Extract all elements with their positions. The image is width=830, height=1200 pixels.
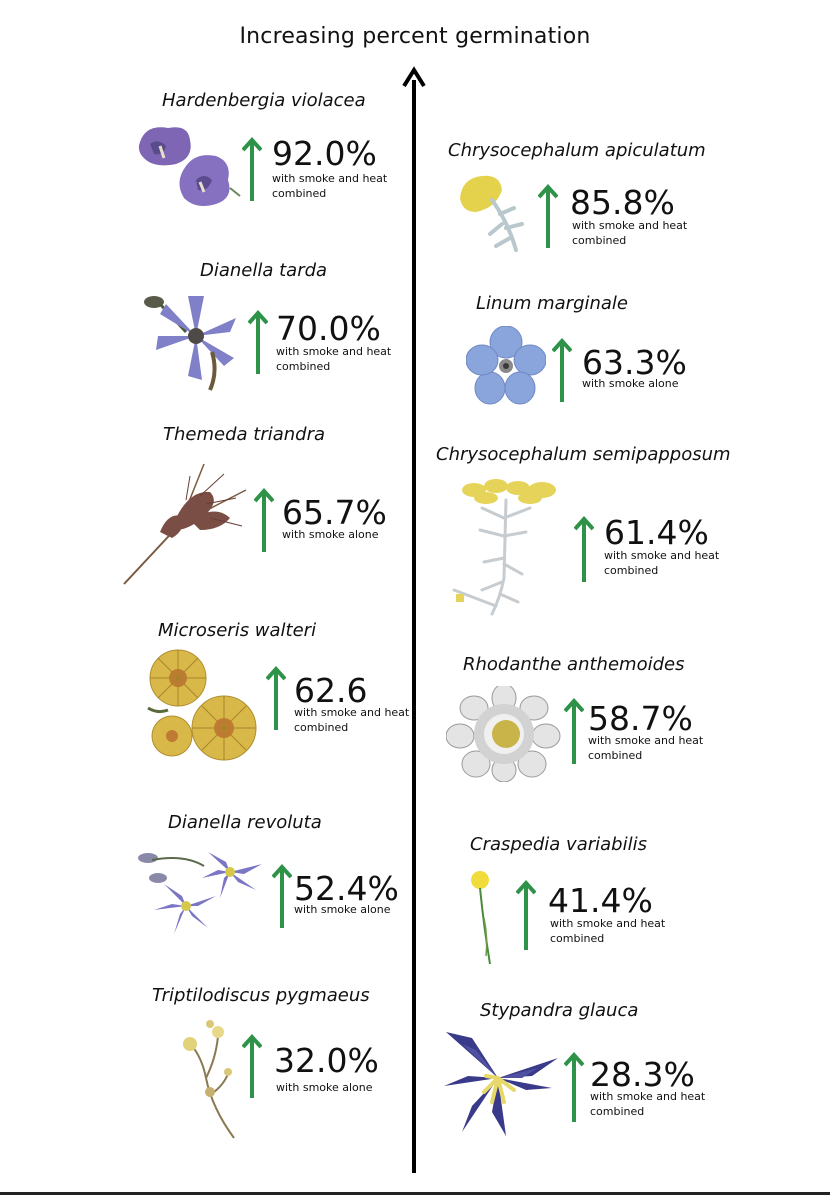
treatment-condition: with smoke and heat combined [550, 917, 666, 945]
species-name-triptilodiscus: Triptilodiscus pygmaeus [152, 985, 370, 1006]
species-name-microseris: Microseris walteri [158, 620, 317, 641]
germination-value: 32.0% [274, 1041, 379, 1080]
increase-arrow-icon [242, 137, 262, 201]
increase-arrow-icon [564, 698, 584, 764]
increase-arrow-icon [248, 310, 268, 374]
vertical-axis [412, 80, 416, 1173]
germination-value: 28.3% [590, 1055, 695, 1094]
species-name-rhodanthe: Rhodanthe anthemoides [463, 654, 685, 675]
chart-title: Increasing percent germination [239, 24, 591, 49]
yellow-daisy-icon [147, 649, 257, 761]
treatment-condition: with smoke alone [282, 528, 379, 541]
increase-arrow-icon [516, 880, 536, 950]
treatment-condition: with smoke alone [276, 1081, 373, 1094]
bottom-border [0, 1192, 830, 1195]
germination-value: 92.0% [272, 134, 377, 173]
small-yellow-flower-icon [183, 1020, 235, 1139]
species-name-stypandra: Stypandra glauca [480, 1000, 639, 1021]
treatment-condition: with smoke and heat combined [588, 734, 704, 762]
germination-value: 85.8% [570, 183, 675, 222]
yellow-cluster-flower-icon [452, 479, 556, 616]
purple-pea-flower-icon [138, 127, 241, 206]
increase-arrow-icon [242, 1034, 262, 1098]
axis-arrowhead-icon [402, 66, 426, 88]
germination-value: 61.4% [604, 513, 709, 552]
species-name-chrysocephalum-semipapposum: Chrysocephalum semipapposum [436, 444, 731, 465]
increase-arrow-icon [272, 864, 292, 928]
species-name-chrysocephalum-apiculatum: Chrysocephalum apiculatum [448, 140, 706, 161]
treatment-condition: with smoke and heat combined [294, 706, 410, 734]
yellow-button-flower-icon [460, 175, 524, 252]
treatment-condition: with smoke and heat combined [276, 345, 392, 373]
germination-value: 62.6 [294, 671, 368, 710]
blue-lily-flower-icon [444, 1032, 558, 1136]
increase-arrow-icon [564, 1052, 584, 1122]
increase-arrow-icon [574, 516, 594, 582]
species-name-linum: Linum marginale [476, 293, 629, 314]
treatment-condition: with smoke and heat combined [590, 1090, 706, 1118]
blue-flax-flower-icon [466, 326, 546, 405]
germination-value: 41.4% [548, 881, 653, 920]
species-name-dianella-tarda: Dianella tarda [200, 260, 328, 281]
germination-value: 65.7% [282, 493, 387, 532]
purple-star-flower-icon [138, 852, 262, 934]
species-name-craspedia: Craspedia variabilis [470, 834, 647, 855]
grass-seedhead-icon [123, 463, 247, 585]
treatment-condition: with smoke alone [582, 377, 679, 390]
white-paper-daisy-icon [446, 686, 561, 782]
species-name-hardenbergia: Hardenbergia violacea [162, 90, 366, 111]
treatment-condition: with smoke and heat combined [272, 172, 388, 200]
species-name-dianella-revoluta: Dianella revoluta [168, 812, 322, 833]
increase-arrow-icon [254, 488, 274, 552]
germination-value: 63.3% [582, 343, 687, 382]
species-name-themeda: Themeda triandra [163, 424, 326, 445]
increase-arrow-icon [266, 666, 286, 730]
blue-star-flower-icon [144, 296, 236, 391]
treatment-condition: with smoke and heat combined [572, 219, 688, 247]
germination-value: 70.0% [276, 309, 381, 348]
treatment-condition: with smoke alone [294, 903, 391, 916]
increase-arrow-icon [552, 338, 572, 402]
increase-arrow-icon [538, 184, 558, 248]
germination-value: 52.4% [294, 869, 399, 908]
germination-value: 58.7% [588, 699, 693, 738]
treatment-condition: with smoke and heat combined [604, 549, 720, 577]
yellow-billy-button-icon [471, 871, 491, 965]
